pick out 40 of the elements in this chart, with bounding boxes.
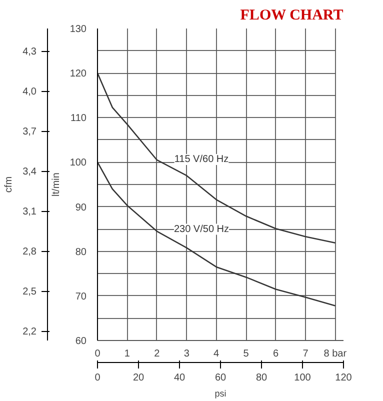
y-tick-label: 130 [70, 24, 87, 35]
y2-tick-label: 4,0 [22, 86, 37, 98]
x2-tick-label: 80 [256, 372, 268, 384]
x-tick-label: 5 [243, 348, 250, 360]
y2-tick-label: 3,7 [22, 126, 37, 138]
y-tick-label: 80 [75, 246, 87, 258]
y2-tick-label: 3,4 [22, 166, 37, 178]
y-tick-label: 60 [75, 336, 87, 347]
y-tick-label: 90 [75, 202, 87, 214]
x2-tick-label: 100 [294, 372, 312, 384]
line-series [98, 162, 336, 306]
x-tick-label: 3 [184, 348, 190, 360]
x-tick-label: 7 [302, 348, 309, 360]
y-tick-label: 110 [70, 113, 87, 124]
x-tick-label: 4 [214, 348, 220, 360]
x2-tick-label: 60 [214, 372, 226, 384]
y2-tick-label: 2,8 [22, 246, 37, 258]
x-tick-label: 0 [94, 348, 101, 360]
y2-tick-label: 2,5 [22, 286, 37, 298]
x2-tick-label: 120 [335, 372, 352, 384]
x-tick-label: 8 bar [324, 348, 348, 360]
y-tick-label: 70 [75, 291, 87, 302]
y2-tick-label: 3,1 [22, 206, 37, 218]
y2-axis-title: cfm [4, 176, 15, 193]
x2-tick-label: 0 [94, 372, 101, 384]
y-axis-title: lt/min [50, 172, 62, 196]
chart-title: FLOW CHART [240, 8, 344, 24]
series-label: 230 V/50 Hz [174, 224, 230, 235]
x2-tick-label: 20 [132, 372, 144, 384]
series-label: 115 V/60 Hz [174, 154, 229, 166]
x-tick-label: 2 [154, 348, 160, 360]
y2-tick-label: 2,2 [22, 326, 37, 338]
y-tick-label: 100 [70, 158, 87, 169]
line-series [98, 72, 336, 244]
x2-tick-label: 40 [174, 372, 186, 384]
y2-tick-label: 4,3 [22, 46, 37, 58]
y-tick-label: 120 [70, 68, 87, 80]
x2-axis-title: psi [214, 388, 226, 398]
x-tick-label: 1 [124, 348, 130, 360]
x-tick-label: 6 [272, 348, 279, 360]
